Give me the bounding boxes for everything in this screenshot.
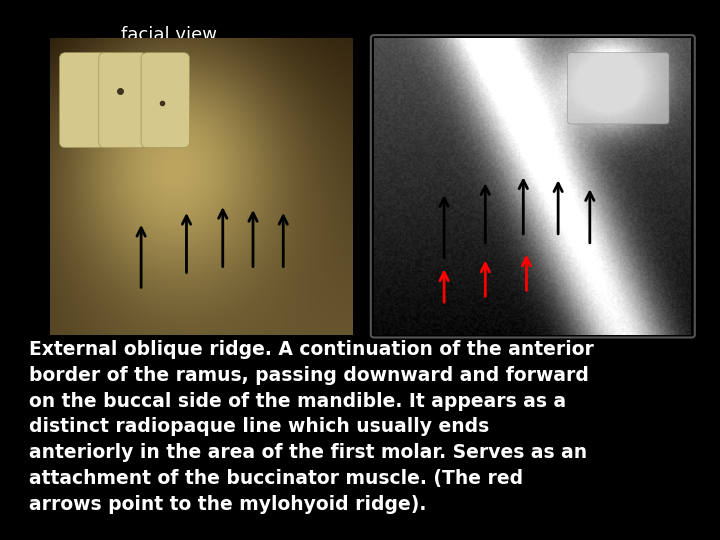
FancyBboxPatch shape: [141, 52, 189, 147]
FancyBboxPatch shape: [60, 52, 108, 147]
FancyBboxPatch shape: [567, 52, 669, 124]
Text: External oblique ridge. A continuation of the anterior
border of the ramus, pass: External oblique ridge. A continuation o…: [29, 340, 594, 514]
FancyBboxPatch shape: [99, 52, 147, 147]
Text: facial view: facial view: [121, 26, 217, 44]
